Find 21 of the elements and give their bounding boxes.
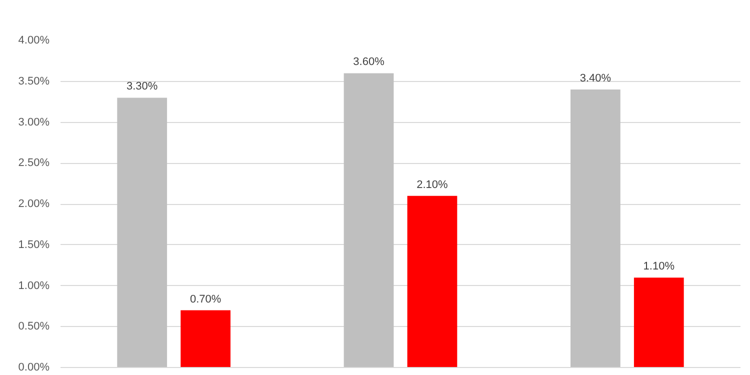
bar <box>407 196 458 368</box>
bar <box>344 73 394 368</box>
data-label: 3.40% <box>580 72 612 85</box>
data-label: 3.30% <box>126 80 158 93</box>
data-label: 0.70% <box>190 293 222 306</box>
bar <box>570 90 620 368</box>
y-tick-label: 4.00% <box>18 34 50 46</box>
y-tick-label: 1.50% <box>18 238 50 251</box>
data-label: 1.10% <box>643 260 675 273</box>
y-tick-label: 3.00% <box>18 116 50 128</box>
y-tick-label: 0.00% <box>18 362 50 374</box>
y-tick-label: 2.50% <box>18 157 50 170</box>
bar <box>180 310 230 368</box>
y-tick-label: 3.50% <box>18 75 50 88</box>
bar <box>634 278 684 368</box>
data-label: 3.60% <box>353 56 385 68</box>
y-tick-label: 1.00% <box>18 280 50 292</box>
y-tick-label: 0.50% <box>18 320 50 333</box>
y-tick-label: 2.00% <box>18 198 50 210</box>
data-label: 2.10% <box>416 178 448 191</box>
bar <box>117 98 168 368</box>
